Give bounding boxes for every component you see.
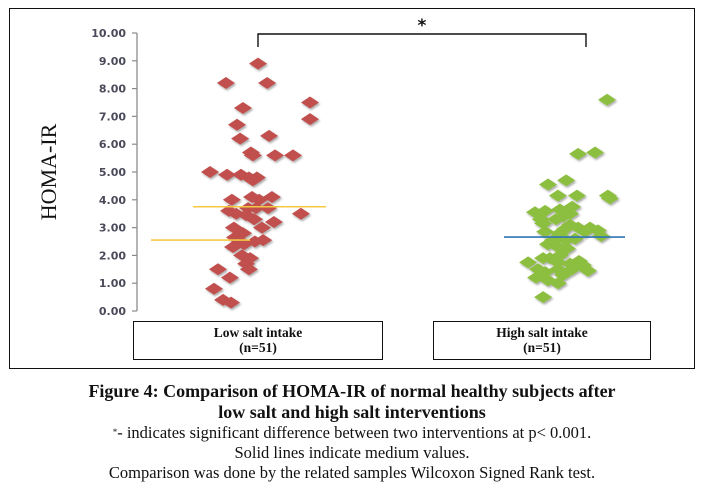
category-name: High salt intake	[496, 325, 588, 340]
caption-note-text: - indicates significant difference betwe…	[117, 423, 592, 442]
y-tick-label: 4.00	[99, 194, 126, 207]
data-point	[254, 234, 273, 247]
data-point	[519, 256, 538, 269]
data-point	[548, 189, 567, 202]
y-tick-label: 9.00	[99, 55, 126, 68]
category-n: (n=51)	[239, 340, 277, 355]
series-high-salt	[519, 93, 619, 304]
data-point	[592, 229, 611, 242]
y-axis: 0.00 1.00 2.00 3.00 4.00 5.00 6.00 7.00 8.00 9.00…	[91, 27, 138, 318]
asterisk-mark: *	[112, 427, 118, 437]
data-points	[201, 57, 619, 309]
data-point	[201, 166, 220, 178]
data-point	[264, 216, 283, 229]
data-point	[204, 282, 223, 295]
caption-note-line-3: Comparison was done by the related sampl…	[108, 463, 596, 482]
data-point	[567, 189, 586, 202]
data-point	[235, 238, 254, 251]
data-point	[538, 178, 557, 191]
scatter-chart: 0.00 1.00 2.00 3.00 4.00 5.00 6.00 7.00 8.00 9.00…	[36, 16, 625, 318]
data-point	[222, 193, 241, 206]
data-point	[600, 192, 619, 205]
data-point	[243, 149, 262, 162]
data-point	[222, 296, 241, 309]
data-point	[208, 263, 227, 276]
data-point	[220, 271, 239, 284]
category-label-low-salt: Low salt intake (n=51)	[133, 321, 383, 360]
data-point	[534, 291, 553, 304]
data-point	[540, 252, 559, 265]
data-point	[586, 146, 605, 159]
data-point	[237, 209, 256, 222]
caption-note-line-2: Solid lines indicate medium values.	[234, 443, 470, 462]
data-point	[262, 191, 281, 204]
y-tick-label: 7.00	[99, 110, 126, 123]
figure-caption: Figure 4: Comparison of HOMA-IR of norma…	[0, 381, 704, 483]
data-point	[233, 102, 252, 115]
data-point	[569, 147, 588, 160]
bracket-line	[257, 33, 587, 47]
data-point	[536, 225, 555, 238]
data-point	[579, 264, 598, 277]
data-point	[241, 252, 260, 265]
significance-asterisk: *	[418, 16, 427, 36]
data-point	[239, 263, 258, 276]
data-point	[557, 174, 576, 187]
category-name: Low salt intake	[213, 325, 303, 340]
caption-title-line-1: Figure 4: Comparison of HOMA-IR of norma…	[88, 381, 616, 401]
series-low-salt	[201, 57, 319, 309]
category-n: (n=51)	[523, 340, 561, 355]
data-point	[598, 93, 617, 106]
data-point	[249, 57, 267, 70]
data-point	[548, 277, 567, 290]
data-point	[575, 225, 594, 238]
y-tick-label: 10.00	[91, 27, 126, 40]
data-point	[283, 149, 302, 162]
caption-title-line-2: low salt and high salt interventions	[218, 402, 486, 422]
y-tick-label: 8.00	[99, 83, 126, 96]
y-tick-label: 1.00	[99, 277, 126, 290]
data-point	[243, 174, 262, 187]
data-point	[291, 207, 310, 220]
y-tick-label: 5.00	[99, 166, 126, 179]
data-point	[556, 222, 575, 235]
category-label-high-salt: High salt intake (n=51)	[433, 321, 651, 360]
median-lines	[151, 205, 625, 241]
data-point	[300, 96, 319, 109]
y-tick-label: 3.00	[99, 222, 126, 235]
significance-bracket: *	[257, 16, 587, 47]
caption-note-line-1: *- indicates significant difference betw…	[0, 423, 704, 443]
data-point	[218, 168, 237, 181]
data-point	[258, 202, 277, 215]
y-tick-label: 6.00	[99, 138, 126, 151]
data-point	[260, 129, 279, 142]
data-point	[300, 113, 319, 126]
y-tick-label: 0.00	[99, 305, 126, 318]
data-point	[252, 221, 271, 234]
data-point	[243, 191, 262, 204]
data-point	[231, 132, 250, 145]
y-axis-label: HOMA-IR	[36, 123, 61, 220]
data-point	[531, 213, 550, 226]
data-point	[227, 118, 246, 131]
data-point	[561, 207, 580, 220]
chart-frame	[9, 8, 695, 369]
data-point	[247, 202, 266, 215]
data-point	[258, 77, 277, 90]
data-point	[216, 77, 235, 90]
y-tick-label: 2.00	[99, 249, 126, 262]
data-point	[266, 149, 285, 162]
